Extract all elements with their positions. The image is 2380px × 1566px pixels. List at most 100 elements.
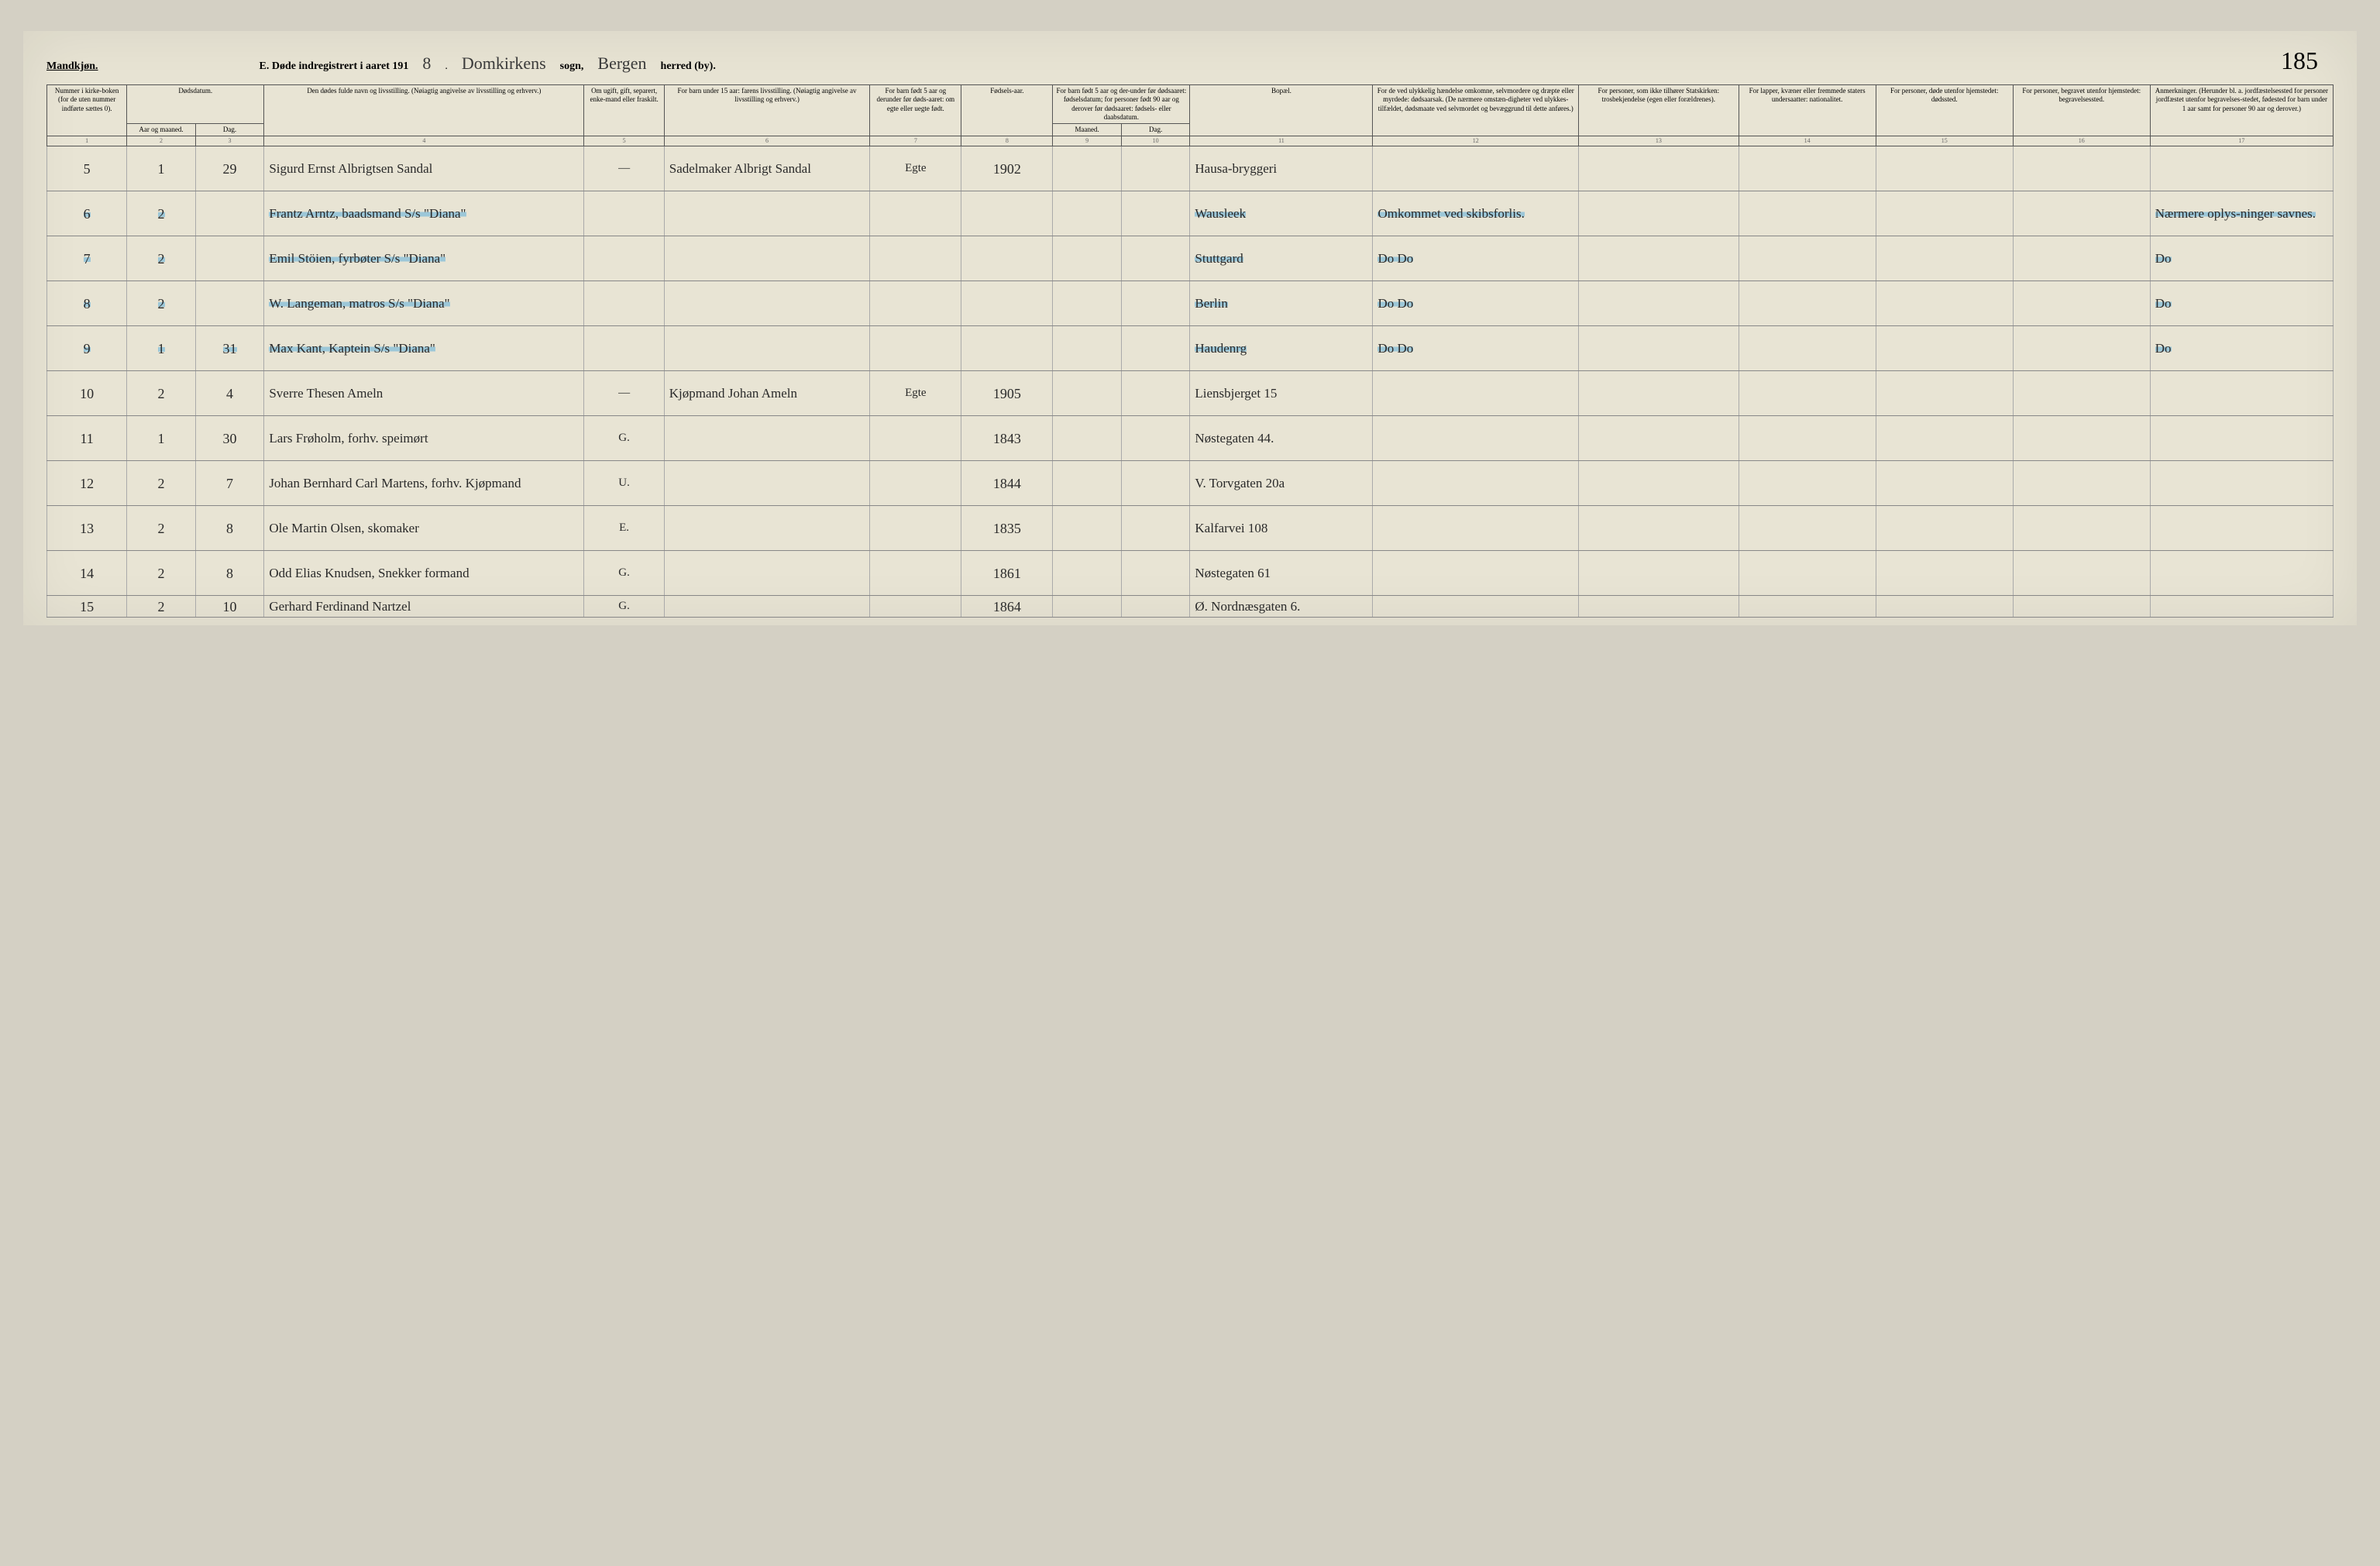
column-numbers-row: 1 2 3 4 5 6 7 8 9 10 11 12 13 14 15 16 1… bbox=[47, 136, 2334, 146]
col-10: Dag. bbox=[1121, 124, 1190, 136]
cell-dy bbox=[1121, 596, 1190, 618]
cell-d: 4 bbox=[195, 371, 264, 416]
cell-res: Ø. Nordnæsgaten 6. bbox=[1190, 596, 1373, 618]
cell-rem: Do bbox=[2150, 326, 2333, 371]
coln-14: 14 bbox=[1739, 136, 1876, 146]
coln-2: 2 bbox=[127, 136, 196, 146]
cell-n: 10 bbox=[47, 371, 127, 416]
cell-name: Johan Bernhard Carl Martens, forhv. Kjøp… bbox=[264, 461, 584, 506]
cell-nat bbox=[1739, 281, 1876, 326]
year-suffix: 8 bbox=[414, 53, 439, 74]
cell-rem: Do bbox=[2150, 236, 2333, 281]
cell-rem bbox=[2150, 371, 2333, 416]
cell-name: Lars Frøholm, forhv. speimørt bbox=[264, 416, 584, 461]
cell-name: Gerhard Ferdinand Nartzel bbox=[264, 596, 584, 618]
cell-bpl bbox=[2013, 416, 2150, 461]
cell-leg bbox=[870, 326, 961, 371]
cell-father bbox=[664, 416, 870, 461]
cell-father bbox=[664, 461, 870, 506]
cell-bpl bbox=[2013, 506, 2150, 551]
cell-d: 29 bbox=[195, 146, 264, 191]
herred-label: herred (by). bbox=[661, 60, 716, 73]
cell-m: 2 bbox=[127, 596, 196, 618]
cell-rem bbox=[2150, 416, 2333, 461]
cell-rem: Nærmere oplys-ninger savnes. bbox=[2150, 191, 2333, 236]
cell-res: V. Torvgaten 20a bbox=[1190, 461, 1373, 506]
cell-name: Emil Stöien, fyrbøter S/s "Diana" bbox=[264, 236, 584, 281]
cell-ms bbox=[584, 236, 664, 281]
col-9a: For barn født 5 aar og der-under før død… bbox=[1053, 85, 1190, 124]
cell-dy bbox=[1121, 146, 1190, 191]
cell-father bbox=[664, 551, 870, 596]
coln-4: 4 bbox=[264, 136, 584, 146]
cell-bpl bbox=[2013, 191, 2150, 236]
col-9: Maaned. bbox=[1053, 124, 1122, 136]
cell-res: Stuttgard bbox=[1190, 236, 1373, 281]
cell-father bbox=[664, 506, 870, 551]
coln-12: 12 bbox=[1373, 136, 1579, 146]
table-body: 5129Sigurd Ernst Albrigtsen Sandal—Sadel… bbox=[47, 146, 2334, 618]
coln-11: 11 bbox=[1190, 136, 1373, 146]
coln-13: 13 bbox=[1579, 136, 1739, 146]
table-row: 1328Ole Martin Olsen, skomakerE.1835Kalf… bbox=[47, 506, 2334, 551]
cell-m: 1 bbox=[127, 146, 196, 191]
cell-dpl bbox=[1876, 461, 2013, 506]
table-row: 11130Lars Frøholm, forhv. speimørtG.1843… bbox=[47, 416, 2334, 461]
col-17: Anmerkninger. (Herunder bl. a. jordfæste… bbox=[2150, 85, 2333, 136]
cell-dpl bbox=[1876, 146, 2013, 191]
cell-mo bbox=[1053, 326, 1122, 371]
col-14: For lapper, kvæner eller fremmede stater… bbox=[1739, 85, 1876, 136]
coln-7: 7 bbox=[870, 136, 961, 146]
cell-res: Nøstegaten 61 bbox=[1190, 551, 1373, 596]
table-row: 15210Gerhard Ferdinand NartzelG.1864Ø. N… bbox=[47, 596, 2334, 618]
col-4: Den dødes fulde navn og livsstilling. (N… bbox=[264, 85, 584, 136]
ledger-table: Nummer i kirke-boken (for de uten nummer… bbox=[46, 84, 2334, 618]
cell-m: 2 bbox=[127, 191, 196, 236]
cell-m: 2 bbox=[127, 281, 196, 326]
coln-1: 1 bbox=[47, 136, 127, 146]
cell-rel bbox=[1579, 146, 1739, 191]
cell-father: Sadelmaker Albrigt Sandal bbox=[664, 146, 870, 191]
cell-res: Haudenrg bbox=[1190, 326, 1373, 371]
coln-9: 9 bbox=[1053, 136, 1122, 146]
cell-name: Odd Elias Knudsen, Snekker formand bbox=[264, 551, 584, 596]
cell-leg bbox=[870, 281, 961, 326]
cell-nat bbox=[1739, 551, 1876, 596]
cell-ms bbox=[584, 326, 664, 371]
col-1: Nummer i kirke-boken (for de uten nummer… bbox=[47, 85, 127, 136]
cell-bpl bbox=[2013, 326, 2150, 371]
col-13: For personer, som ikke tilhører Statskir… bbox=[1579, 85, 1739, 136]
cell-nat bbox=[1739, 236, 1876, 281]
cell-n: 7 bbox=[47, 236, 127, 281]
cell-yr: 1902 bbox=[961, 146, 1053, 191]
coln-8: 8 bbox=[961, 136, 1053, 146]
cell-res: Liensbjerget 15 bbox=[1190, 371, 1373, 416]
table-row: 1227Johan Bernhard Carl Martens, forhv. … bbox=[47, 461, 2334, 506]
cell-mo bbox=[1053, 236, 1122, 281]
cell-dpl bbox=[1876, 416, 2013, 461]
cell-rel bbox=[1579, 326, 1739, 371]
cell-leg bbox=[870, 506, 961, 551]
cell-mo bbox=[1053, 506, 1122, 551]
cell-ms: — bbox=[584, 371, 664, 416]
cell-d: 10 bbox=[195, 596, 264, 618]
cell-cause bbox=[1373, 596, 1579, 618]
cell-ms: — bbox=[584, 146, 664, 191]
cell-rem bbox=[2150, 461, 2333, 506]
cell-m: 2 bbox=[127, 236, 196, 281]
cell-leg bbox=[870, 461, 961, 506]
cell-father: Kjøpmand Johan Ameln bbox=[664, 371, 870, 416]
cell-name: Max Kant, Kaptein S/s "Diana" bbox=[264, 326, 584, 371]
cell-dpl bbox=[1876, 551, 2013, 596]
cell-rem bbox=[2150, 596, 2333, 618]
cell-ms: G. bbox=[584, 596, 664, 618]
cell-rel bbox=[1579, 551, 1739, 596]
cell-nat bbox=[1739, 506, 1876, 551]
col-16: For personer, begravet utenfor hjemstede… bbox=[2013, 85, 2150, 136]
cell-father bbox=[664, 191, 870, 236]
cell-d: 30 bbox=[195, 416, 264, 461]
cell-bpl bbox=[2013, 236, 2150, 281]
cell-nat bbox=[1739, 461, 1876, 506]
table-row: 1024Sverre Thesen Ameln—Kjøpmand Johan A… bbox=[47, 371, 2334, 416]
table-row: 82W. Langeman, matros S/s "Diana"BerlinD… bbox=[47, 281, 2334, 326]
